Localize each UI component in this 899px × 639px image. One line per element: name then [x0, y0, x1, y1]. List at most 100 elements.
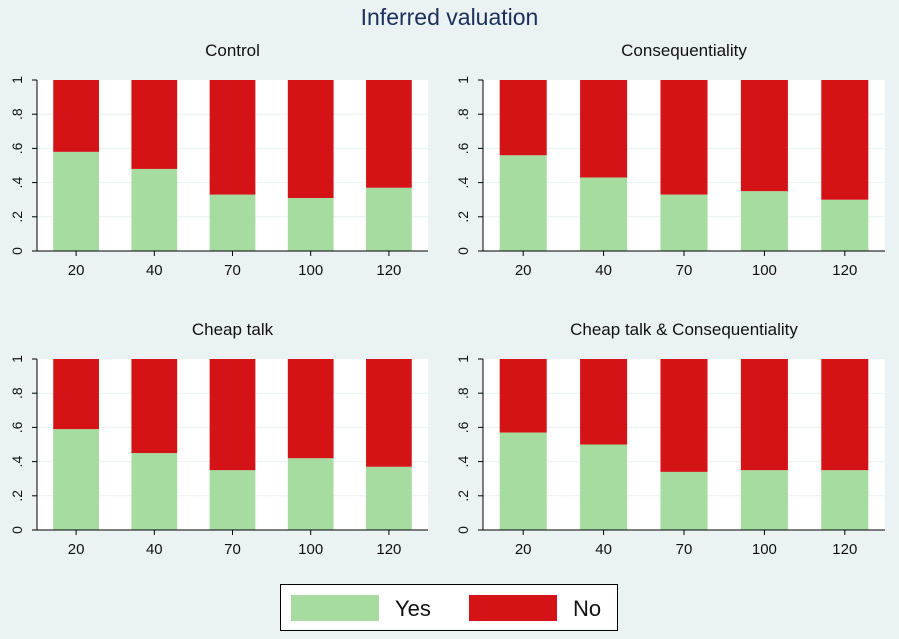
- panel-title: Control: [205, 41, 260, 60]
- y-tick-label: .8: [455, 108, 471, 120]
- bar-no-120: [366, 359, 412, 467]
- x-tick-label: 100: [752, 262, 777, 279]
- bar-yes-20: [53, 429, 99, 530]
- bar-yes-20: [499, 432, 547, 530]
- bar-yes-120: [821, 470, 869, 530]
- panel-title: Cheap talk & Consequentiality: [570, 320, 798, 339]
- x-tick-label: 20: [515, 541, 532, 558]
- x-tick-label: 100: [298, 541, 323, 558]
- bar-no-20: [53, 359, 99, 430]
- bar-yes-40: [131, 168, 178, 251]
- bar-yes-100: [287, 458, 334, 530]
- bar-no-100: [287, 359, 334, 459]
- bar-yes-70: [209, 194, 256, 251]
- x-tick-label: 70: [676, 262, 693, 279]
- y-tick-label: .6: [9, 142, 25, 154]
- y-tick-label: .8: [9, 387, 25, 399]
- bar-no-100: [740, 359, 788, 471]
- bar-no-20: [499, 80, 547, 156]
- x-tick-label: 70: [224, 541, 241, 558]
- y-tick-label: 1: [9, 76, 25, 84]
- bar-no-100: [287, 80, 334, 198]
- y-tick-label: .2: [9, 490, 25, 502]
- x-tick-label: 40: [595, 262, 612, 279]
- y-tick-label: .6: [455, 142, 471, 154]
- y-tick-label: 0: [9, 526, 25, 534]
- bar-no-40: [580, 359, 628, 445]
- y-tick-label: 0: [9, 247, 25, 255]
- y-tick-label: .8: [455, 387, 471, 399]
- legend-label-yes: Yes: [395, 596, 431, 621]
- legend-swatch-no: [469, 595, 557, 621]
- bar-yes-120: [366, 466, 412, 530]
- y-tick-label: .4: [9, 456, 25, 468]
- y-tick-label: 0: [455, 247, 471, 255]
- y-tick-label: .2: [9, 211, 25, 223]
- bar-no-40: [131, 80, 178, 169]
- panel-cheap-talk-consequentiality: Cheap talk & Consequentiality0.2.4.6.812…: [455, 320, 885, 558]
- bar-no-40: [131, 359, 178, 454]
- x-tick-label: 120: [832, 541, 857, 558]
- bar-no-100: [740, 80, 788, 192]
- bar-yes-120: [821, 199, 869, 251]
- y-tick-label: .2: [455, 490, 471, 502]
- bar-no-70: [209, 359, 256, 471]
- bar-no-70: [660, 359, 708, 472]
- x-tick-label: 120: [376, 262, 401, 279]
- y-tick-label: 1: [455, 76, 471, 84]
- x-tick-label: 120: [376, 541, 401, 558]
- bar-yes-20: [53, 151, 99, 251]
- x-tick-label: 100: [298, 262, 323, 279]
- bar-no-120: [821, 80, 869, 200]
- bar-yes-100: [287, 197, 334, 251]
- x-tick-label: 40: [146, 262, 163, 279]
- x-tick-label: 100: [752, 541, 777, 558]
- bar-no-20: [53, 80, 99, 152]
- legend-swatch-yes: [291, 595, 379, 621]
- y-tick-label: .4: [9, 177, 25, 189]
- x-tick-label: 20: [515, 262, 532, 279]
- x-tick-label: 40: [595, 541, 612, 558]
- y-tick-label: .6: [9, 421, 25, 433]
- bar-yes-40: [580, 177, 628, 251]
- bar-yes-100: [740, 470, 788, 530]
- bar-yes-20: [499, 155, 547, 251]
- panel-title: Cheap talk: [192, 320, 274, 339]
- bar-yes-70: [660, 194, 708, 251]
- x-tick-label: 20: [68, 541, 85, 558]
- bar-no-120: [366, 80, 412, 188]
- x-tick-label: 70: [676, 541, 693, 558]
- bar-no-70: [209, 80, 256, 195]
- bar-yes-40: [131, 453, 178, 530]
- page-title: Inferred valuation: [360, 4, 539, 30]
- bar-yes-40: [580, 444, 628, 530]
- y-tick-label: .8: [9, 108, 25, 120]
- y-tick-label: 0: [455, 526, 471, 534]
- bar-no-70: [660, 80, 708, 195]
- x-tick-label: 40: [146, 541, 163, 558]
- y-tick-label: .6: [455, 421, 471, 433]
- panel-title: Consequentiality: [621, 41, 747, 60]
- y-tick-label: .4: [455, 456, 471, 468]
- bar-yes-120: [366, 187, 412, 251]
- y-tick-label: 1: [455, 355, 471, 363]
- y-tick-label: .2: [455, 211, 471, 223]
- x-tick-label: 120: [832, 262, 857, 279]
- x-tick-label: 20: [68, 262, 85, 279]
- y-tick-label: 1: [9, 355, 25, 363]
- legend-label-no: No: [573, 596, 602, 621]
- bar-no-120: [821, 359, 869, 471]
- bar-no-40: [580, 80, 628, 178]
- y-tick-label: .4: [455, 177, 471, 189]
- bar-yes-70: [660, 471, 708, 530]
- x-tick-label: 70: [224, 262, 241, 279]
- legend: Yes No: [280, 584, 618, 631]
- bar-yes-100: [740, 191, 788, 251]
- bar-no-20: [499, 359, 547, 433]
- bar-yes-70: [209, 470, 256, 530]
